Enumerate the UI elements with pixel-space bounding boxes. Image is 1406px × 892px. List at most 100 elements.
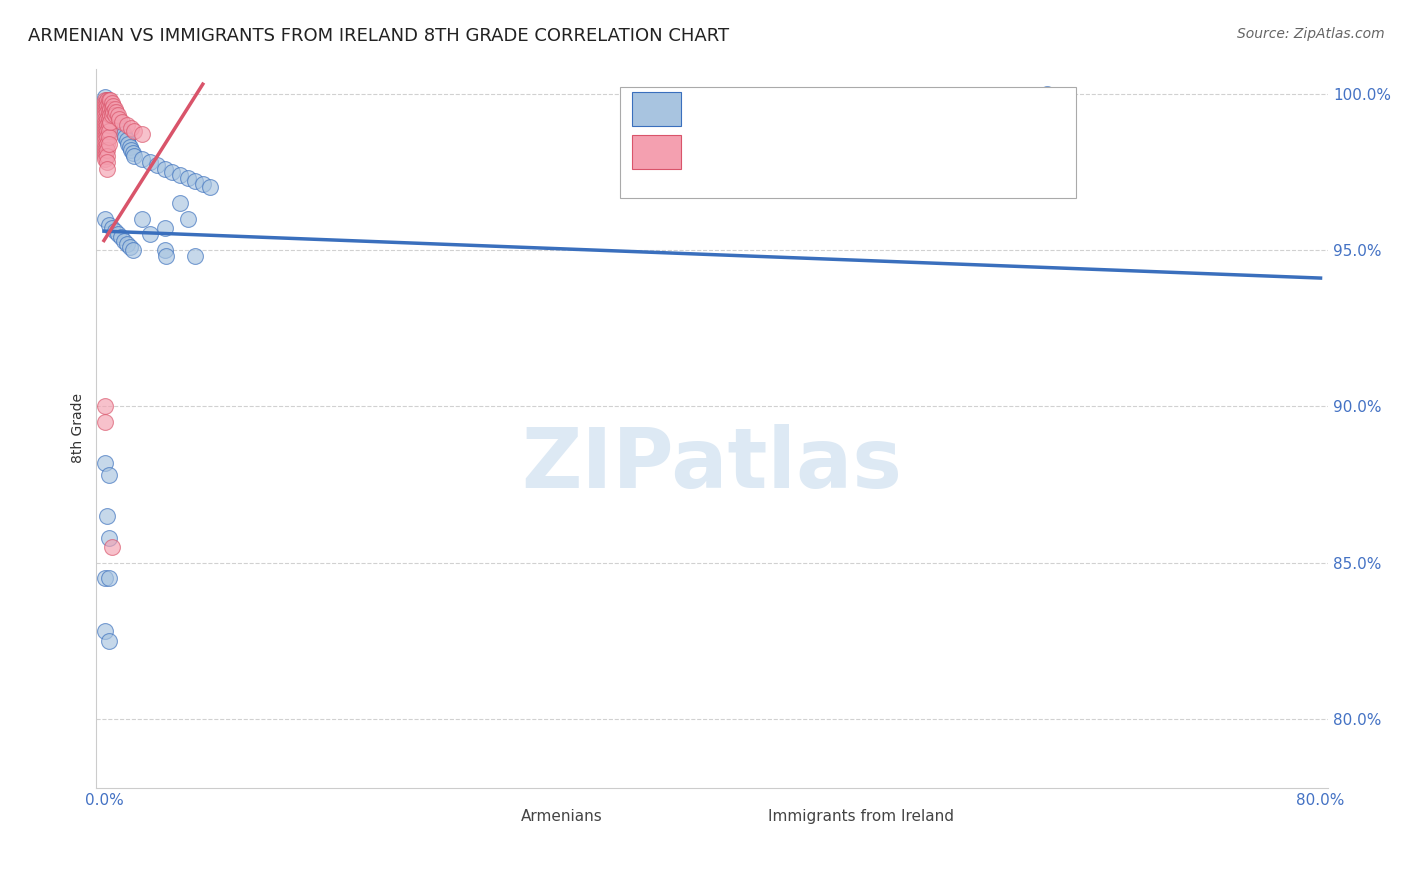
Point (94, 145, 117, 160)
Point (97, 124, 120, 138)
Point (96, 93, 118, 107)
Point (138, 227, 160, 242)
Point (98, 93, 121, 107)
Point (94, 139, 117, 153)
Point (94, 114, 117, 128)
Point (110, 120, 132, 135)
Point (98, 99, 121, 113)
Point (101, 99, 124, 113)
Point (104, 108, 127, 122)
Point (94, 89, 117, 103)
Point (153, 161, 176, 176)
Point (96, 118, 118, 132)
Point (153, 221, 176, 235)
Point (115, 133, 138, 147)
Point (184, 249, 207, 263)
Point (107, 108, 129, 122)
Point (112, 234, 135, 248)
Point (97, 93, 120, 107)
Point (94, 624, 117, 639)
Point (153, 243, 176, 257)
Point (94, 456, 117, 470)
Point (121, 243, 143, 257)
Point (169, 196, 191, 211)
Point (98, 114, 121, 128)
Point (100, 221, 122, 235)
Point (120, 120, 142, 135)
Point (176, 211, 198, 226)
Point (105, 105, 128, 120)
Point (97, 531, 120, 545)
Text: R = -0.062    N = 57: R = -0.062 N = 57 (693, 97, 894, 115)
Point (96, 155, 118, 169)
Point (131, 211, 153, 226)
FancyBboxPatch shape (633, 92, 682, 126)
Point (96, 112, 118, 126)
Point (98, 102, 121, 116)
Point (97, 633, 120, 648)
Point (96, 130, 118, 145)
Point (107, 114, 129, 128)
Point (121, 145, 143, 160)
Point (118, 240, 141, 254)
Point (112, 127, 135, 141)
Point (115, 118, 138, 132)
Point (97, 468, 120, 483)
Point (146, 159, 169, 173)
Point (124, 149, 146, 163)
Point (94, 108, 117, 122)
FancyBboxPatch shape (620, 87, 1076, 198)
Point (169, 168, 191, 182)
Point (94, 211, 117, 226)
Point (200, 180, 222, 194)
Point (184, 174, 207, 188)
Point (162, 165, 184, 179)
Text: Immigrants from Ireland: Immigrants from Ireland (768, 809, 953, 824)
Point (100, 102, 122, 116)
Point (138, 155, 160, 169)
Point (94, 415, 117, 429)
FancyBboxPatch shape (465, 812, 515, 828)
Point (96, 105, 118, 120)
Point (155, 249, 177, 263)
Point (100, 108, 122, 122)
Point (94, 124, 117, 138)
Point (104, 224, 127, 238)
Point (101, 105, 124, 120)
Point (191, 178, 214, 192)
Text: ARMENIAN VS IMMIGRANTS FROM IRELAND 8TH GRADE CORRELATION CHART: ARMENIAN VS IMMIGRANTS FROM IRELAND 8TH … (28, 27, 730, 45)
Point (96, 99, 118, 113)
Point (114, 130, 136, 145)
Point (97, 571, 120, 585)
Point (111, 114, 134, 128)
Point (1036, 87, 1059, 101)
Point (96, 161, 118, 176)
Point (94, 152, 117, 166)
Point (101, 105, 124, 120)
Point (97, 130, 120, 145)
Point (131, 152, 153, 166)
Point (131, 127, 153, 141)
Point (120, 143, 142, 157)
Point (107, 227, 129, 242)
Point (96, 124, 118, 138)
FancyBboxPatch shape (633, 135, 682, 169)
Point (97, 95, 120, 110)
Point (94, 149, 117, 163)
Point (176, 171, 198, 186)
Point (94, 136, 117, 151)
Point (117, 136, 139, 151)
Point (97, 105, 120, 120)
FancyBboxPatch shape (713, 812, 762, 828)
Point (108, 112, 131, 126)
Point (104, 102, 127, 116)
Point (115, 236, 138, 251)
Point (118, 139, 141, 153)
Point (94, 143, 117, 157)
Point (94, 95, 117, 110)
Point (96, 143, 118, 157)
Point (98, 108, 121, 122)
Point (100, 95, 122, 110)
Point (96, 149, 118, 163)
Point (97, 118, 120, 132)
